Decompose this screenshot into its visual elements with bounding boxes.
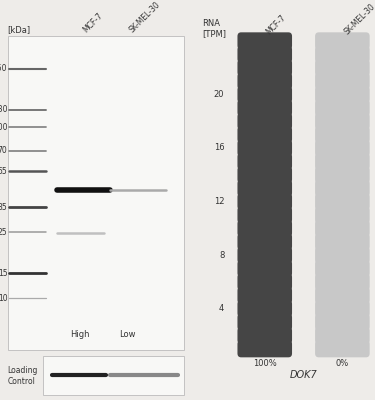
FancyBboxPatch shape [237,327,292,344]
FancyBboxPatch shape [315,153,370,170]
FancyBboxPatch shape [237,46,292,63]
Text: 130: 130 [0,105,8,114]
FancyBboxPatch shape [237,113,292,130]
FancyBboxPatch shape [237,99,292,116]
FancyBboxPatch shape [237,233,292,250]
Text: 15: 15 [0,268,8,278]
FancyBboxPatch shape [237,314,292,330]
Text: SK-MEL-30: SK-MEL-30 [128,0,162,34]
FancyBboxPatch shape [315,180,370,197]
FancyBboxPatch shape [315,140,370,156]
Text: 70: 70 [0,146,8,155]
Text: 10: 10 [0,294,8,303]
Text: 12: 12 [214,197,224,206]
FancyBboxPatch shape [315,206,370,224]
FancyBboxPatch shape [43,356,184,395]
Text: 100%: 100% [253,359,277,368]
FancyBboxPatch shape [315,287,370,304]
FancyBboxPatch shape [315,260,370,277]
FancyBboxPatch shape [315,32,370,50]
FancyBboxPatch shape [315,314,370,330]
FancyBboxPatch shape [8,36,184,350]
FancyBboxPatch shape [237,180,292,197]
FancyBboxPatch shape [237,32,292,50]
FancyBboxPatch shape [237,206,292,224]
Text: Low: Low [119,330,136,338]
FancyBboxPatch shape [237,86,292,103]
FancyBboxPatch shape [315,193,370,210]
Text: [kDa]: [kDa] [8,25,31,34]
FancyBboxPatch shape [315,300,370,317]
FancyBboxPatch shape [237,260,292,277]
FancyBboxPatch shape [237,153,292,170]
Text: 35: 35 [0,203,8,212]
Text: RNA
[TPM]: RNA [TPM] [202,19,226,38]
FancyBboxPatch shape [237,300,292,317]
Text: Loading
Control: Loading Control [8,366,38,386]
FancyBboxPatch shape [315,166,370,183]
Text: 16: 16 [214,144,224,152]
Text: High: High [70,330,90,338]
FancyBboxPatch shape [315,233,370,250]
FancyBboxPatch shape [315,340,370,357]
FancyBboxPatch shape [237,193,292,210]
Text: 4: 4 [219,304,224,313]
Text: 20: 20 [214,90,224,99]
FancyBboxPatch shape [237,140,292,156]
FancyBboxPatch shape [237,166,292,183]
FancyBboxPatch shape [237,220,292,237]
FancyBboxPatch shape [315,86,370,103]
FancyBboxPatch shape [315,46,370,63]
FancyBboxPatch shape [237,59,292,76]
FancyBboxPatch shape [315,113,370,130]
Text: MCF-7: MCF-7 [265,14,288,37]
FancyBboxPatch shape [237,72,292,90]
FancyBboxPatch shape [315,72,370,90]
Text: 55: 55 [0,166,8,176]
FancyBboxPatch shape [237,340,292,357]
Text: 100: 100 [0,122,8,132]
Text: 8: 8 [219,250,224,260]
Text: MCF-7: MCF-7 [81,11,105,34]
FancyBboxPatch shape [315,59,370,76]
Text: 250: 250 [0,64,8,74]
FancyBboxPatch shape [315,273,370,290]
FancyBboxPatch shape [315,327,370,344]
FancyBboxPatch shape [237,246,292,264]
FancyBboxPatch shape [315,126,370,143]
FancyBboxPatch shape [237,273,292,290]
FancyBboxPatch shape [315,99,370,116]
FancyBboxPatch shape [315,246,370,264]
Text: DOK7: DOK7 [290,370,318,380]
FancyBboxPatch shape [237,126,292,143]
Text: SK-MEL-30: SK-MEL-30 [342,2,375,37]
FancyBboxPatch shape [315,220,370,237]
Text: 0%: 0% [336,359,349,368]
Text: 25: 25 [0,228,8,237]
FancyBboxPatch shape [237,287,292,304]
